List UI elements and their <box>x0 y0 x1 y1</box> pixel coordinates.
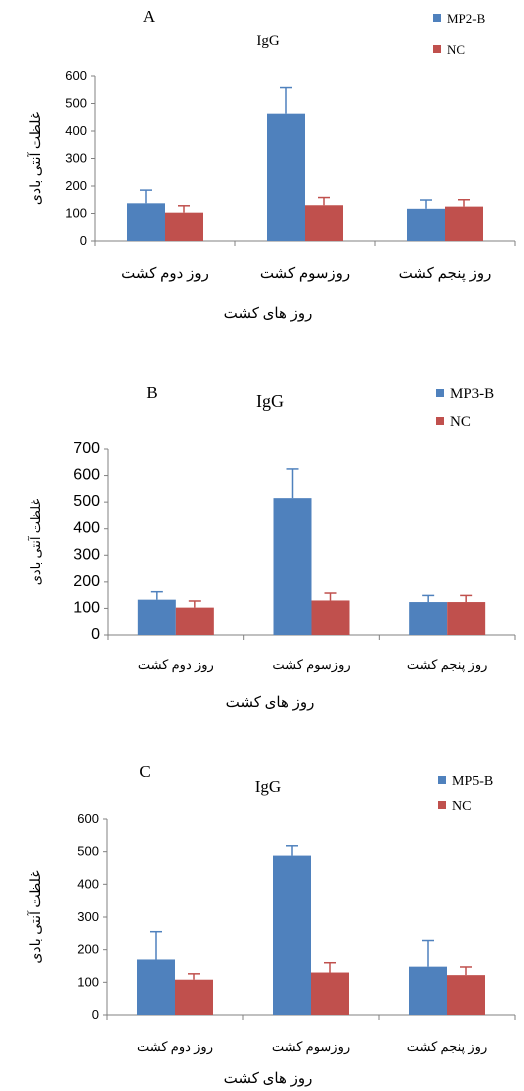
x-tick-label: روز پنجم کشت <box>407 1039 487 1055</box>
legend-swatch-0 <box>438 776 446 784</box>
bar-mp2-b-0 <box>127 203 165 241</box>
y-tick-label: 600 <box>73 467 100 484</box>
y-tick-label: 200 <box>73 573 100 590</box>
y-axis-label: غلظت آنتی بادی <box>26 112 44 205</box>
x-axis-label: روز های کشت <box>224 1071 313 1087</box>
y-tick-label: 100 <box>65 206 87 221</box>
bar-nc-1 <box>311 600 350 635</box>
panel-label: B <box>146 383 157 402</box>
x-tick-label: روزسوم کشت <box>272 657 350 673</box>
panel-label: A <box>143 7 156 26</box>
y-tick-label: 300 <box>73 546 100 563</box>
bar-mp5-b-0 <box>137 959 175 1015</box>
bar-mp3-b-2 <box>409 602 448 635</box>
y-tick-label: 100 <box>77 974 99 989</box>
bar-nc-2 <box>447 975 485 1015</box>
bar-nc-2 <box>445 206 483 241</box>
y-tick-label: 200 <box>65 178 87 193</box>
bar-nc-1 <box>311 972 349 1015</box>
y-tick-label: 300 <box>77 909 99 924</box>
panel-label: C <box>139 762 150 781</box>
bar-mp2-b-1 <box>267 113 305 241</box>
y-tick-label: 400 <box>77 876 99 891</box>
bar-nc-0 <box>175 979 213 1015</box>
x-tick-label: روزسوم کشت <box>272 1039 350 1055</box>
legend-label-1: NC <box>447 42 465 57</box>
legend-swatch-0 <box>433 14 441 22</box>
chart-panel-b: B IgG MP3-B NC 0 100 200 300 400 500 600 700 روز دوم… <box>27 383 516 711</box>
x-tick-label: روز دوم کشت <box>121 266 209 282</box>
x-tick-label: روزسوم کشت <box>260 266 350 282</box>
chart-title: IgG <box>255 777 281 796</box>
legend-label-1: NC <box>450 414 471 430</box>
bar-mp5-b-1 <box>273 855 311 1015</box>
legend-label-0: MP3-B <box>450 386 494 402</box>
bar-mp3-b-0 <box>137 599 176 635</box>
chart-panel-c: C IgG MP5-B NC 0 100 200 300 400 500 600 روز دوم کش… <box>26 762 516 1087</box>
chart-title: IgG <box>256 391 284 411</box>
y-tick-label: 0 <box>91 626 100 643</box>
legend-swatch-1 <box>436 417 444 425</box>
y-tick-label: 300 <box>65 151 87 166</box>
x-tick-label: روز پنجم کشت <box>399 266 492 282</box>
x-tick-label: روز دوم کشت <box>137 1039 213 1055</box>
y-tick-label: 600 <box>65 68 87 83</box>
legend-swatch-0 <box>436 389 444 397</box>
y-tick-label: 200 <box>77 942 99 957</box>
y-tick-label: 700 <box>73 440 100 457</box>
bar-nc-2 <box>447 602 486 635</box>
chart-panel-a: A IgG MP2-B NC 0 100 200 300 400 500 600 روز دوم کش… <box>26 7 516 322</box>
legend-swatch-1 <box>433 45 441 53</box>
y-tick-label: 500 <box>77 844 99 859</box>
y-tick-label: 0 <box>92 1007 99 1022</box>
chart-title: IgG <box>256 33 279 49</box>
bar-mp3-b-1 <box>273 498 312 635</box>
x-axis-label: روز های کشت <box>224 306 313 322</box>
bar-mp2-b-2 <box>407 208 445 241</box>
legend-label-0: MP2-B <box>447 11 486 26</box>
legend-label-0: MP5-B <box>452 774 493 789</box>
bar-mp5-b-2 <box>409 966 447 1015</box>
bar-nc-0 <box>175 607 214 635</box>
x-tick-label: روز پنجم کشت <box>407 657 487 673</box>
y-tick-label: 400 <box>73 520 100 537</box>
bar-nc-1 <box>305 205 343 241</box>
y-tick-label: 500 <box>65 96 87 111</box>
y-tick-label: 0 <box>80 233 87 248</box>
y-tick-label: 100 <box>73 599 100 616</box>
bar-nc-0 <box>165 212 203 241</box>
y-tick-label: 400 <box>65 123 87 138</box>
y-tick-label: 600 <box>77 811 99 826</box>
legend-swatch-1 <box>438 801 446 809</box>
legend-label-1: NC <box>452 799 471 814</box>
x-axis-label: روز های کشت <box>226 695 315 711</box>
y-axis-label: غلظت آنتی بادی <box>27 499 43 586</box>
y-axis-label: غلظت آنتی بادی <box>26 870 44 963</box>
x-tick-label: روز دوم کشت <box>138 657 214 673</box>
y-tick-label: 500 <box>73 493 100 510</box>
